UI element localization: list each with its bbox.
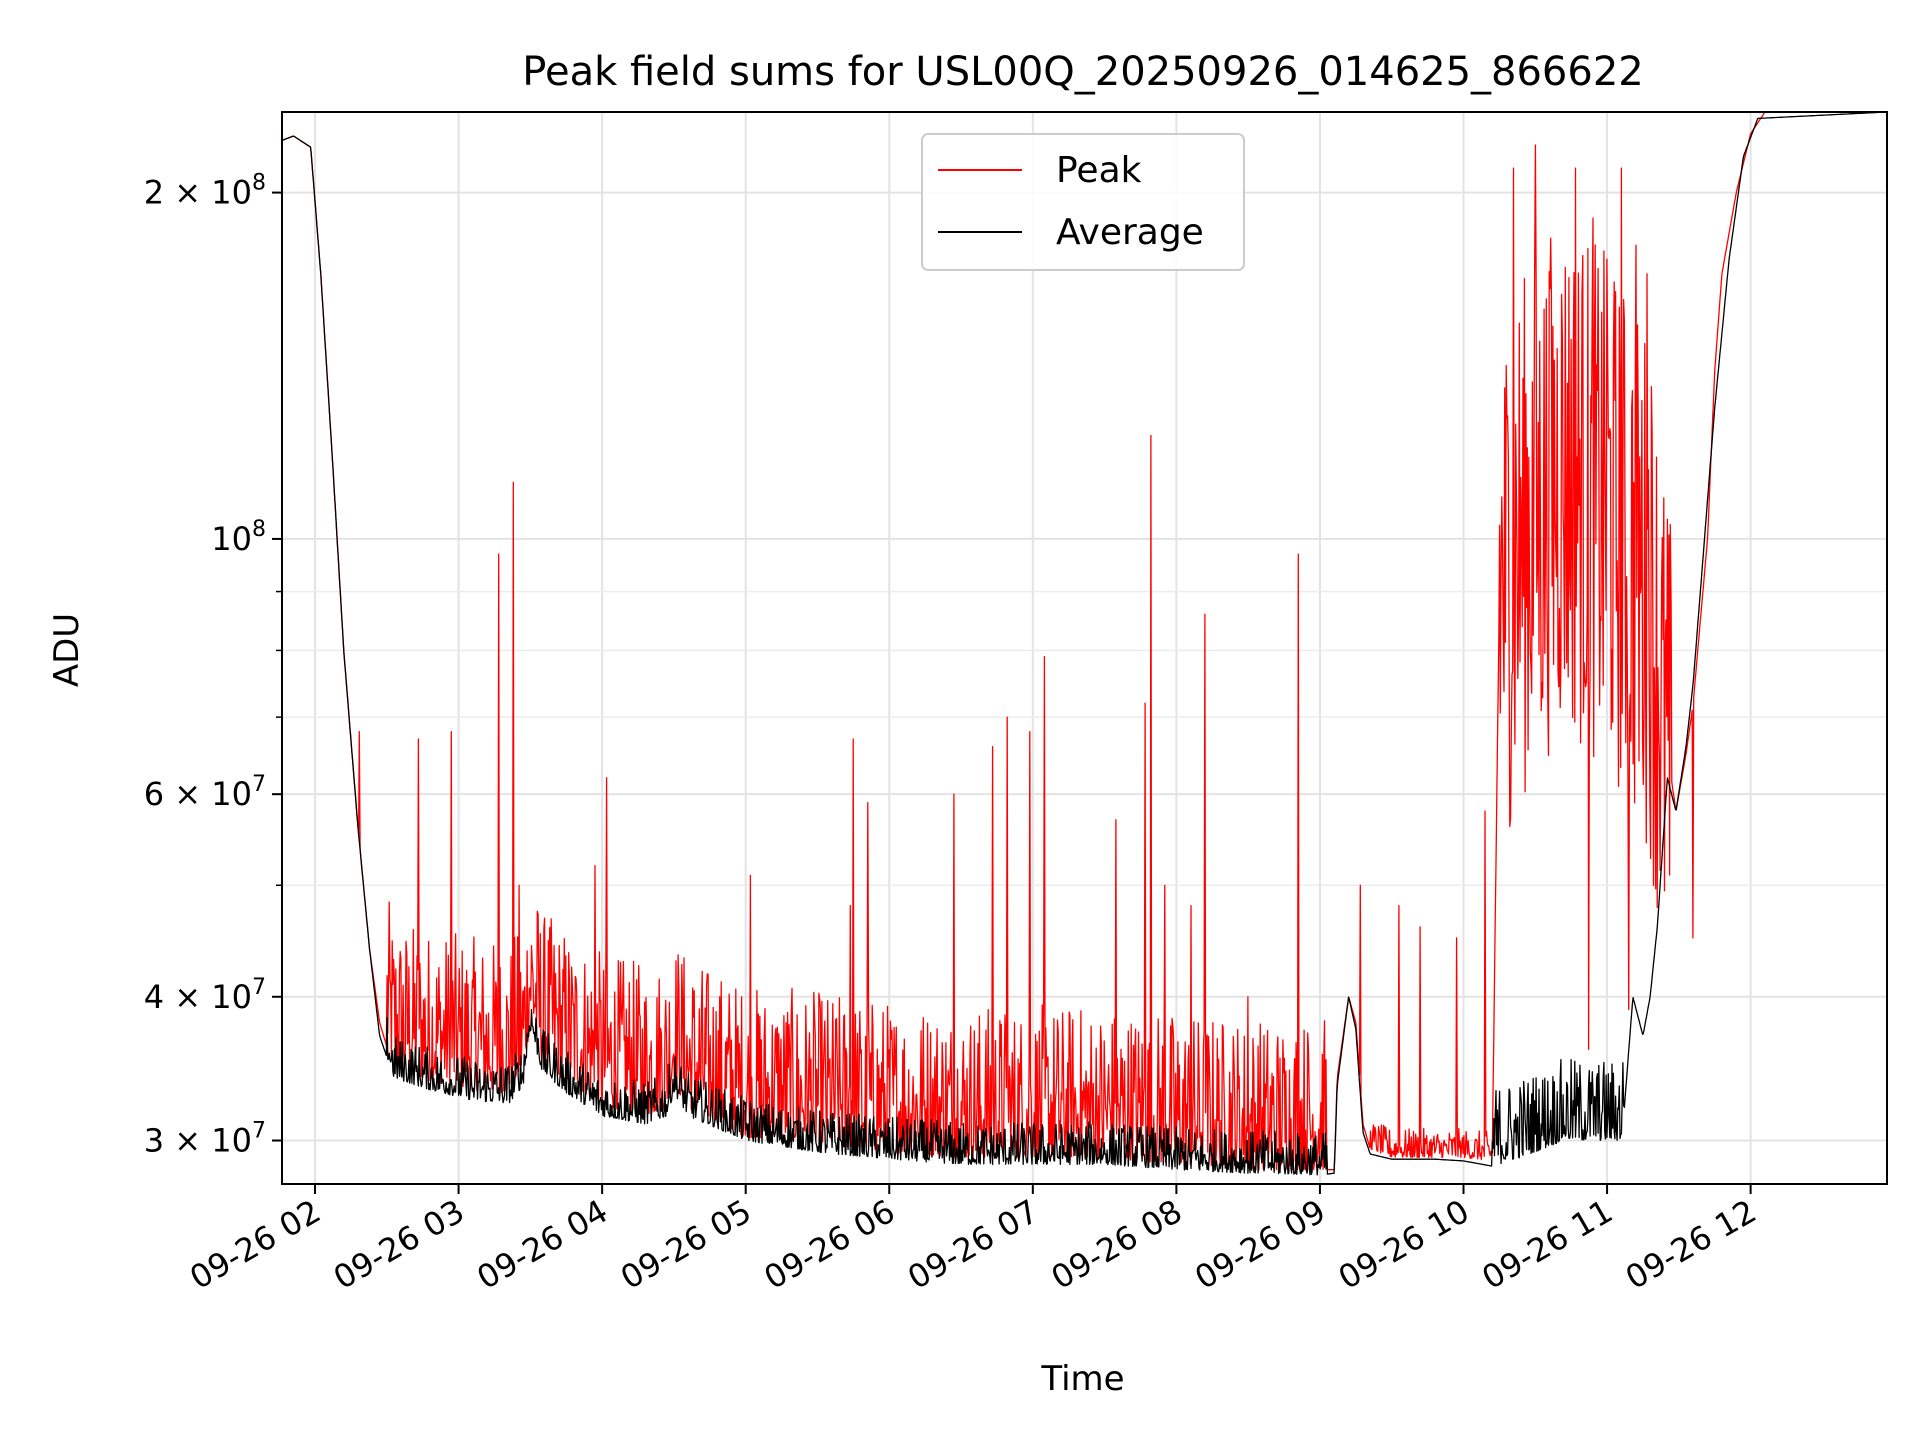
y-axis-label: ADU bbox=[47, 613, 87, 687]
y-tick-label: 3 × 107 bbox=[144, 1119, 266, 1160]
grid bbox=[282, 112, 1887, 1184]
series-line-average bbox=[282, 112, 1887, 1176]
y-tick-label: 2 × 108 bbox=[144, 171, 266, 212]
plot-frame bbox=[281, 111, 1888, 1185]
series-line-peak bbox=[282, 112, 1887, 1171]
y-tick-label: 4 × 107 bbox=[144, 975, 266, 1016]
legend-label-average: Average bbox=[1056, 212, 1204, 253]
chart-title: Peak field sums for USL00Q_20250926_0146… bbox=[522, 49, 1643, 95]
x-axis-label: Time bbox=[1040, 1359, 1124, 1399]
y-tick-label: 108 bbox=[211, 517, 266, 558]
legend-box bbox=[921, 133, 1245, 271]
y-tick-label: 6 × 107 bbox=[144, 772, 266, 813]
legend-label-peak: Peak bbox=[1056, 150, 1142, 191]
legend: Peak Average bbox=[921, 133, 1245, 271]
series-lines bbox=[282, 112, 1887, 1176]
y-axis-ticks: 3 × 107 4 × 107 6 × 107 108 2 × 108 bbox=[144, 171, 282, 1160]
